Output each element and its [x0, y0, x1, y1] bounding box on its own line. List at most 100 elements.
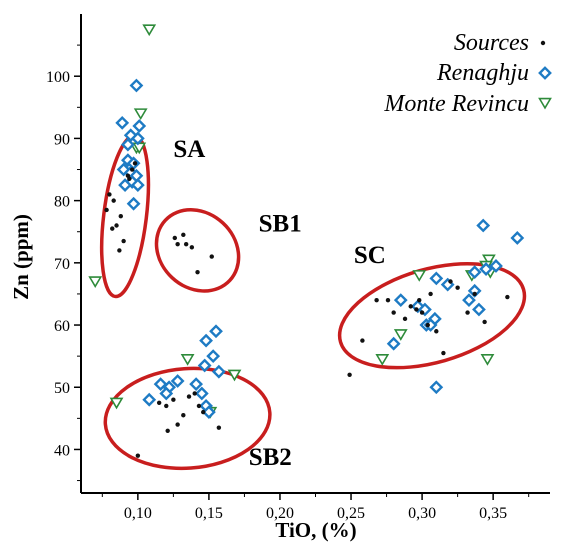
data-point-sources	[196, 403, 202, 409]
y-tick-label: 90	[54, 131, 70, 148]
data-point-renaghju	[209, 324, 223, 339]
y-tick-label: 70	[54, 256, 70, 273]
group-label-sb1: SB1	[259, 211, 302, 238]
data-point-monte-revincu	[109, 397, 124, 410]
data-point-sources	[374, 297, 379, 303]
data-point-monte-revincu	[142, 24, 157, 37]
data-points	[88, 24, 525, 458]
data-point-sources	[347, 372, 352, 378]
legend-label-monte-revincu: Monte Revincu	[383, 91, 529, 117]
data-point-sources	[135, 453, 141, 458]
data-point-renaghju	[189, 377, 204, 392]
data-point-sources	[175, 422, 180, 427]
data-point-sources	[192, 391, 197, 396]
data-point-renaghju	[429, 271, 444, 286]
y-tick-label: 80	[54, 194, 70, 211]
data-point-sources	[360, 338, 365, 343]
data-point-sources	[472, 291, 477, 297]
legend-marker-sources	[540, 40, 546, 46]
data-point-sources	[408, 304, 413, 309]
data-point-sources	[171, 397, 176, 402]
data-point-monte-revincu	[480, 354, 495, 366]
data-point-sources	[121, 238, 126, 244]
tick-marks: 0,10 0,15 0,20 0,25 0,30 0,35 40 50 60 70 80 90 100	[46, 44, 530, 522]
data-point-sources	[201, 409, 206, 415]
data-point-renaghju	[199, 333, 213, 348]
data-point-sources	[385, 297, 391, 303]
x-tick-label: 0,20	[266, 505, 294, 522]
data-point-sources	[132, 161, 138, 166]
data-point-sources	[117, 248, 122, 253]
data-point-renaghju	[197, 358, 212, 373]
data-point-sources	[428, 291, 433, 297]
group-label-sb2: SB2	[249, 444, 292, 471]
legend-marker-renaghju	[538, 66, 552, 80]
data-point-sources	[111, 198, 116, 203]
data-point-sources	[455, 285, 460, 290]
data-point-sources	[181, 413, 186, 418]
data-point-renaghju	[462, 293, 476, 308]
y-tick-label: 50	[54, 380, 70, 397]
x-tick-label: 0,10	[124, 505, 152, 522]
x-tick-label: 0,25	[337, 505, 365, 522]
data-point-renaghju	[467, 265, 482, 280]
data-point-sources	[402, 316, 408, 322]
data-point-renaghju	[476, 218, 491, 233]
data-point-renaghju	[170, 374, 185, 388]
data-point-sources	[110, 226, 115, 231]
y-axis-title: Zn (ppm)	[9, 214, 33, 300]
data-point-renaghju	[115, 115, 130, 130]
data-point-renaghju	[472, 302, 486, 317]
data-point-sources	[417, 297, 422, 303]
x-tick-label: 0,15	[195, 505, 223, 522]
x-axis-title: TiO, (%)	[275, 518, 356, 542]
data-point-sources	[175, 241, 180, 247]
data-point-sources	[104, 207, 109, 213]
data-point-sources	[172, 235, 177, 241]
data-point-renaghju	[142, 392, 157, 407]
group-label-sa: SA	[173, 136, 205, 163]
data-point-renaghju	[206, 349, 221, 364]
data-point-sources	[156, 400, 162, 405]
x-tick-label: 0,30	[408, 505, 436, 522]
legend-label-renaghju: Renaghju	[436, 60, 529, 86]
legend: Sources Renaghju Monte Revincu	[383, 30, 552, 117]
data-point-monte-revincu	[412, 270, 427, 282]
cluster-ellipse-sb2	[103, 366, 272, 471]
data-point-sources	[195, 269, 200, 275]
data-point-sources	[425, 322, 430, 328]
data-point-sources	[209, 254, 214, 259]
data-point-sources	[505, 294, 510, 300]
data-point-renaghju	[510, 231, 525, 245]
data-point-sources	[107, 192, 112, 197]
data-point-monte-revincu	[227, 369, 242, 382]
data-point-renaghju	[130, 131, 145, 146]
data-point-renaghju	[126, 196, 141, 211]
data-point-renaghju	[479, 262, 493, 276]
data-point-sources	[419, 310, 425, 315]
data-point-sources	[441, 350, 446, 356]
y-tick-label: 100	[46, 69, 70, 86]
data-point-renaghju	[129, 78, 144, 93]
data-point-renaghju	[121, 137, 135, 152]
data-point-sources	[216, 425, 222, 430]
data-point-renaghju	[429, 380, 444, 395]
data-point-renaghju	[118, 178, 132, 192]
data-point-monte-revincu	[375, 354, 390, 366]
y-tick-label: 40	[54, 442, 70, 459]
data-point-renaghju	[159, 386, 174, 401]
data-point-sources	[391, 310, 396, 315]
y-tick-label: 60	[54, 318, 70, 335]
data-point-sources	[465, 310, 470, 315]
data-point-sources	[118, 213, 123, 219]
group-label-sc: SC	[354, 242, 386, 269]
legend-marker-monte-revincu	[538, 97, 552, 110]
data-point-sources	[482, 319, 487, 325]
data-point-sources	[127, 176, 132, 182]
data-point-monte-revincu	[180, 354, 195, 366]
data-point-monte-revincu	[481, 254, 496, 267]
legend-label-sources: Sources	[454, 30, 529, 56]
data-point-sources	[434, 329, 439, 334]
data-point-renaghju	[393, 293, 408, 308]
